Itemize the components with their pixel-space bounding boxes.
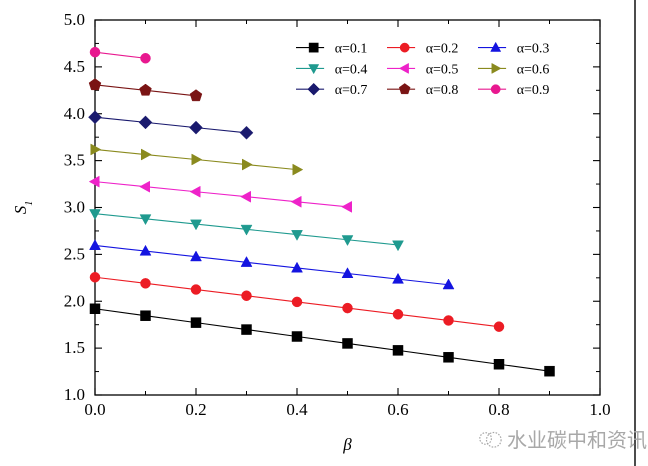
- svg-text:0.0: 0.0: [84, 400, 105, 419]
- svg-text:0.8: 0.8: [488, 400, 509, 419]
- svg-text:2.5: 2.5: [64, 244, 85, 263]
- svg-text:α=0.7: α=0.7: [335, 83, 368, 98]
- svg-text:水业碳中和资讯: 水业碳中和资讯: [507, 429, 647, 452]
- svg-text:5.0: 5.0: [64, 10, 85, 29]
- svg-text:α=0.2: α=0.2: [426, 42, 459, 57]
- svg-text:α=0.6: α=0.6: [517, 62, 550, 77]
- svg-text:S1: S1: [11, 201, 35, 215]
- svg-text:1.0: 1.0: [589, 400, 610, 419]
- svg-text:2.0: 2.0: [64, 291, 85, 310]
- svg-text:α=0.9: α=0.9: [517, 83, 550, 98]
- svg-text:α=0.1: α=0.1: [335, 42, 368, 57]
- svg-text:1.0: 1.0: [64, 385, 85, 404]
- svg-text:α=0.5: α=0.5: [426, 62, 459, 77]
- svg-text:α=0.3: α=0.3: [517, 42, 550, 57]
- svg-text:1.5: 1.5: [64, 338, 85, 357]
- svg-text:α=0.4: α=0.4: [335, 62, 368, 77]
- svg-text:4.5: 4.5: [64, 57, 85, 76]
- svg-text:0.2: 0.2: [185, 400, 206, 419]
- svg-text:0.4: 0.4: [286, 400, 308, 419]
- svg-text:β: β: [342, 435, 352, 454]
- svg-text:3.0: 3.0: [64, 198, 85, 217]
- svg-text:3.5: 3.5: [64, 151, 85, 170]
- svg-text:0.6: 0.6: [387, 400, 408, 419]
- svg-text:α=0.8: α=0.8: [426, 83, 459, 98]
- svg-text:4.0: 4.0: [64, 104, 85, 123]
